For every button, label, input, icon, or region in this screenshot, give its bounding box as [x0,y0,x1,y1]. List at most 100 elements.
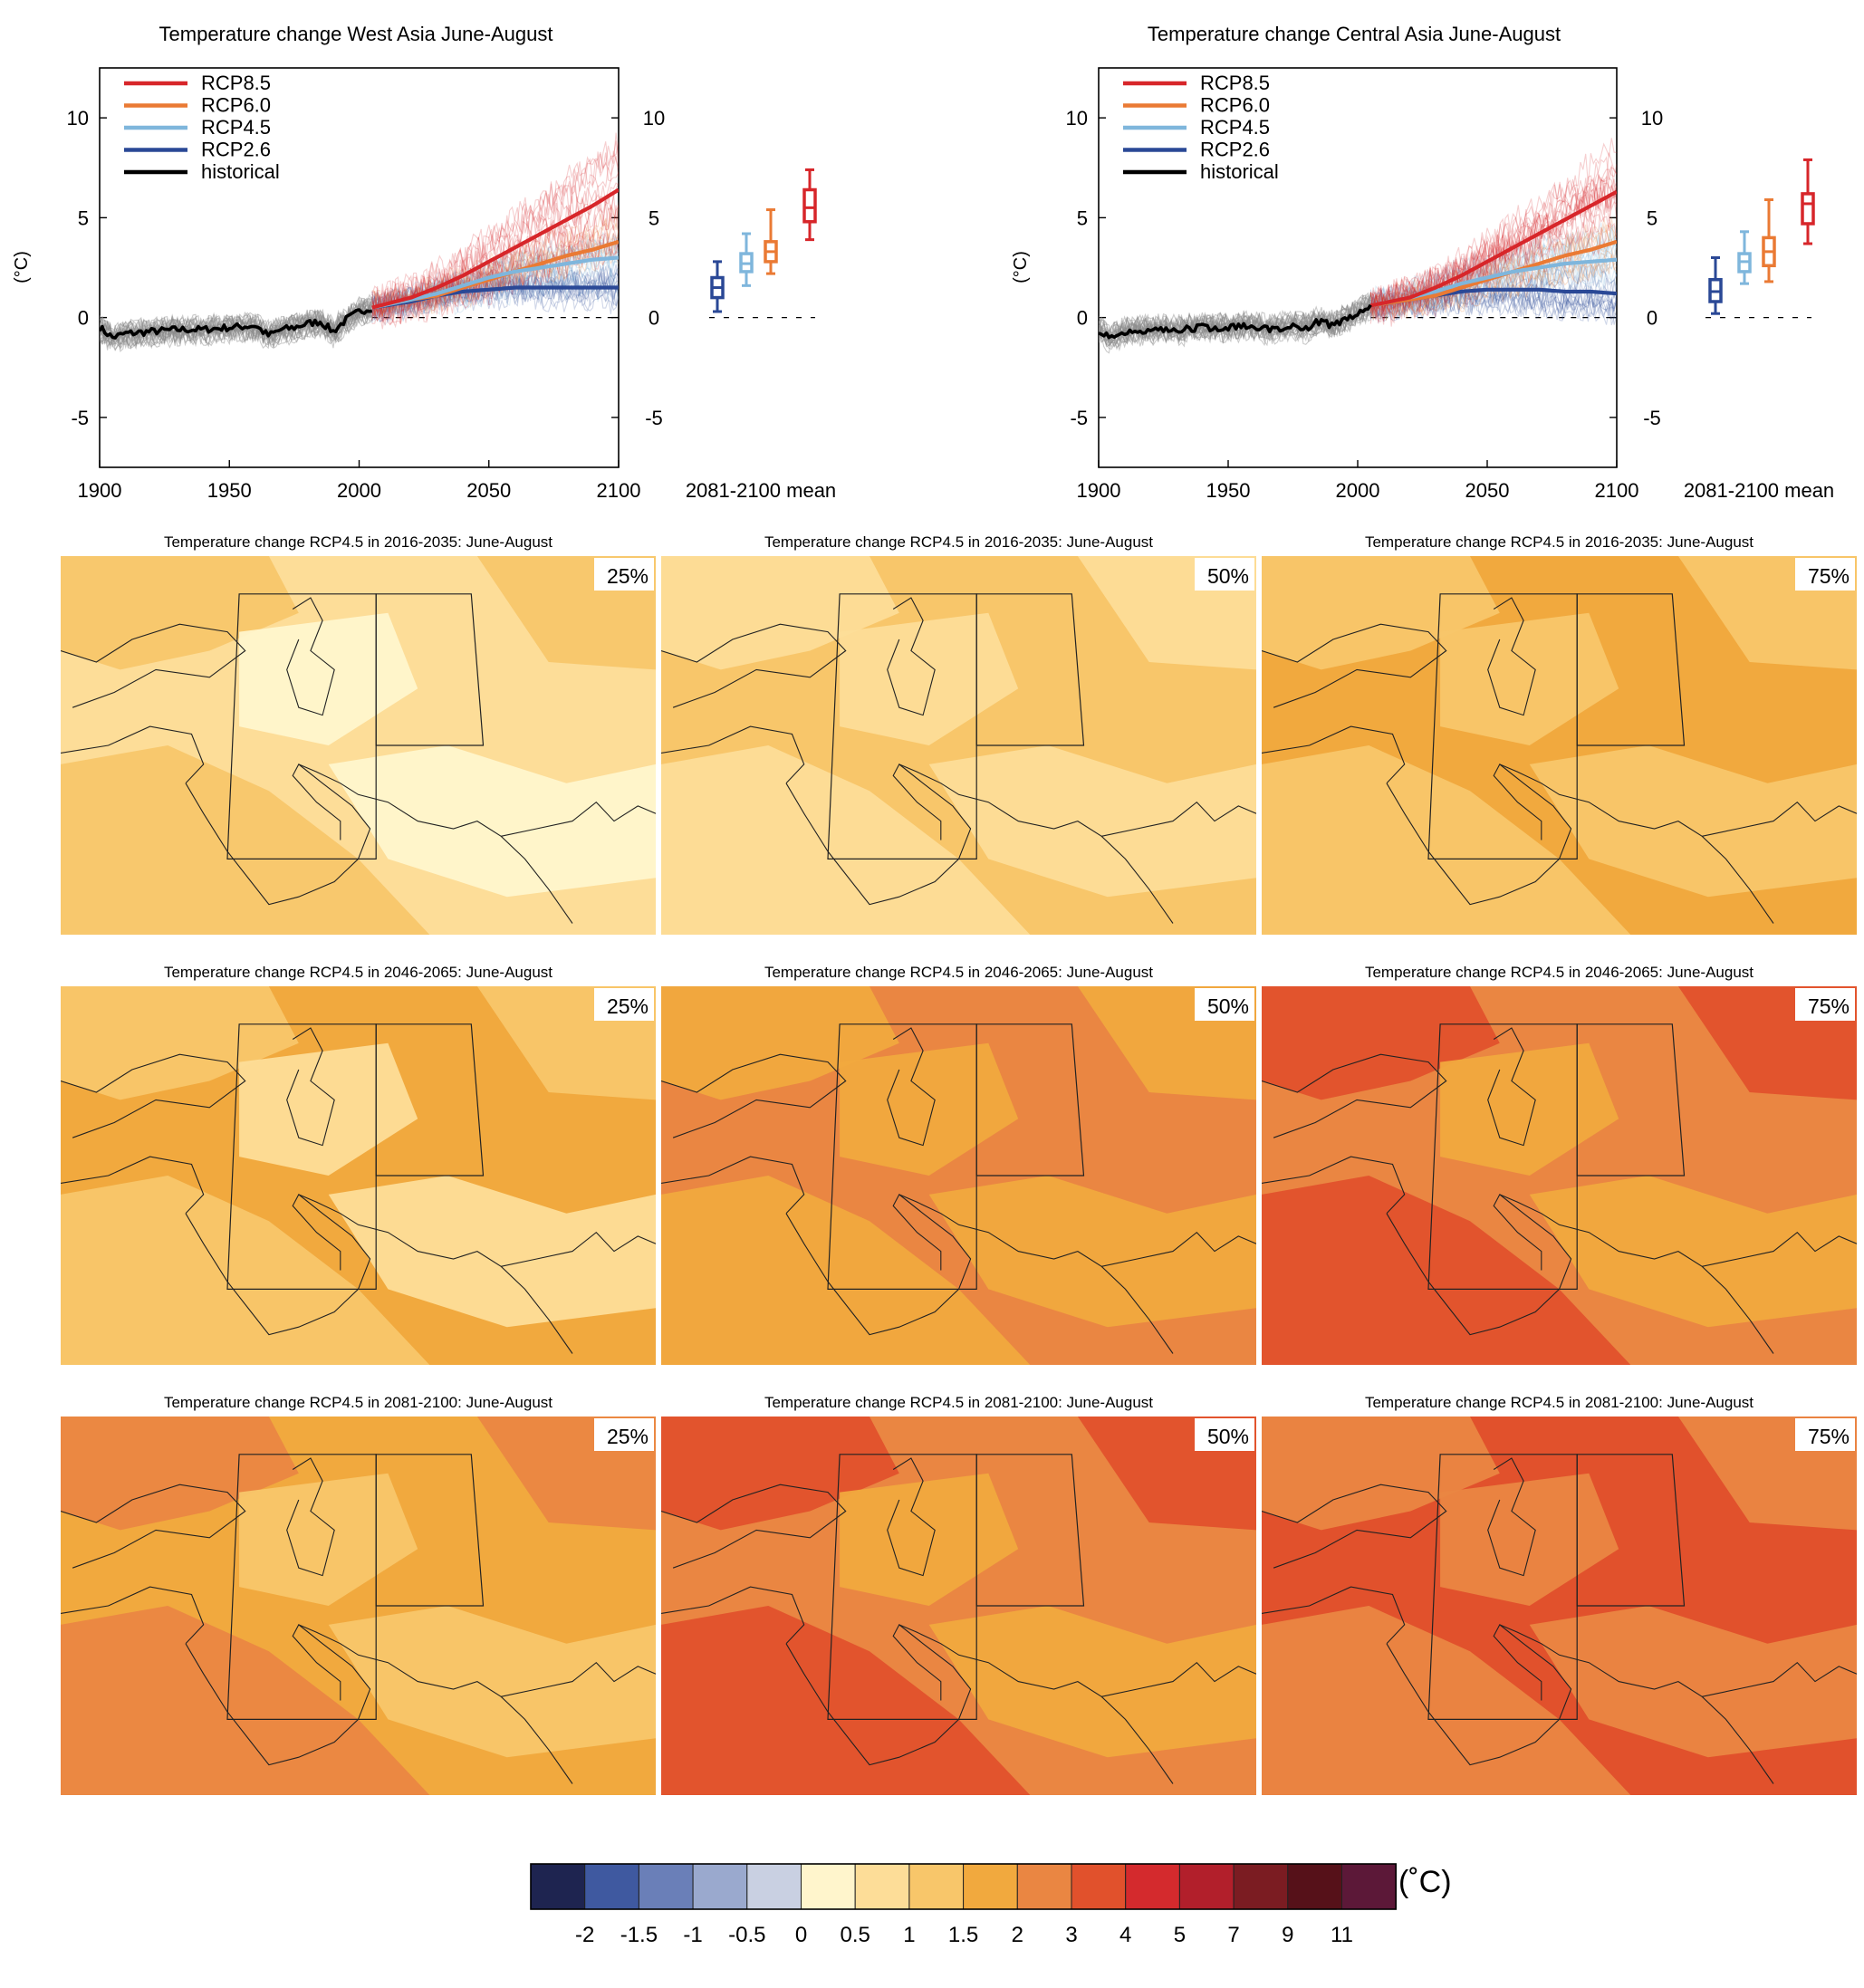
ensemble-member-line [100,308,373,347]
map-title-prefix: Temperature change RCP4.5 in 2046-2065: … [1365,964,1754,981]
west-asia-region-box [226,1454,377,1721]
map-field-patch [1529,1176,1857,1328]
x-tick-label: 1900 [78,479,122,502]
colorbar-swatch [746,1863,802,1910]
plot-area [100,132,619,353]
ensemble-member-line [371,132,619,316]
map-panel: Temperature change RCP4.5 in 2046-2065: … [61,964,656,1365]
map-field-patch [1262,986,1500,1100]
map-title-prefix: Temperature change RCP4.5 in 2016-2035: … [764,533,1153,551]
central-asia-region-box [1576,1454,1686,1607]
map-field-patch [928,1176,1256,1328]
y-tick-label-right: 5 [649,206,659,229]
ensemble-member-line [1369,254,1617,321]
map-field-patch [1529,1606,1857,1758]
coastline [898,1194,1174,1354]
colorbar-tick-label: -1 [683,1923,702,1947]
series-line-historical [1099,303,1372,340]
coastline [1262,725,1406,784]
y-tick-label: -5 [1070,407,1088,429]
coastline [887,597,936,716]
colorbar-tick-label: 5 [1174,1923,1186,1947]
y-tick-label-right: 10 [1641,107,1663,130]
colorbar-tick-label: 9 [1282,1923,1293,1947]
map-panel: Temperature change RCP4.5 in 2016-2035: … [661,533,1256,935]
central-asia-timeseries: Temperature change Central Asia June-Aug… [1011,23,1834,502]
ensemble-member-line [1099,303,1371,347]
map-panel: Temperature change RCP4.5 in 2081-2100: … [661,1394,1256,1795]
map-field-patch [1440,1042,1619,1176]
coastline [61,623,246,708]
coastline [1499,764,1774,924]
y-tick-label-right: -5 [1643,407,1661,429]
y-tick-label-right: 0 [1647,307,1657,330]
ensemble-member-line [1370,291,1617,326]
colorbar-tick-label: 0 [795,1923,807,1947]
coastline [1262,1156,1406,1215]
colorbar-tick-label: 0.5 [841,1923,870,1947]
colorbar-tick-label: 3 [1065,1923,1077,1947]
y-tick-label: 10 [1066,107,1088,130]
legend-label: RCP2.6 [1200,139,1270,161]
ensemble-member-line [1369,266,1617,321]
central-asia-region-box [1576,593,1686,746]
map-field-patch [1529,745,1857,898]
legend-label: RCP8.5 [201,72,271,94]
west-asia-region-box [827,1023,977,1291]
y-axis-label: (°C) [1011,251,1031,283]
legend-label: RCP2.6 [201,139,271,161]
colorbar-swatch [1125,1863,1180,1910]
map-field-patch [661,745,1031,935]
map-field-patch [1262,556,1500,670]
ensemble-member-line [100,305,373,351]
map-field-patch [1440,1473,1619,1606]
map-field-patch [1262,1606,1631,1795]
map-field [661,556,1256,935]
coastline [61,1053,246,1138]
colorbar-tick-label: 1 [903,1923,915,1947]
map-field [61,556,656,935]
map-panel: Temperature change RCP4.5 in 2046-2065: … [661,964,1256,1365]
colorbar-swatch [584,1863,639,1910]
map-field-patch [661,556,899,670]
ensemble-member-line [1369,237,1617,314]
ensemble-member-line [100,304,373,349]
ensemble-member-line [371,229,619,326]
coastline [1499,1194,1774,1354]
map-field-patch [840,1042,1019,1176]
legend-label: historical [1200,160,1279,183]
ensemble-member-line [1369,225,1617,311]
map-field-patch [61,1417,299,1531]
colorbar-tick-label: -1.5 [620,1923,658,1947]
coastline [501,1231,656,1267]
coastline [1386,1194,1572,1336]
map-field-patch [840,1473,1019,1606]
ensemble-member-line [1370,252,1617,322]
coastline [1101,1661,1256,1697]
colorbar-swatch [692,1863,748,1910]
coastline [185,764,371,906]
coastline [1262,1484,1447,1569]
map-field [661,1417,1256,1795]
map-field-patch [328,1176,656,1328]
colorbar-tick-label: 11 [1331,1923,1353,1947]
y-tick-label: 10 [67,107,89,130]
coastline [887,1457,936,1577]
colorbar-swatch [1016,1863,1072,1910]
percentile-label-bg [1195,988,1254,1021]
colorbar-swatch [638,1863,694,1910]
map-field-patch [1262,1176,1631,1365]
ensemble-member-line [1370,285,1617,318]
colorbar-frame [530,1863,1398,1910]
map-field-patch [928,1606,1256,1758]
x-tick-label: 2100 [597,479,641,502]
map-field-patch [328,745,656,898]
map-panel: Temperature change RCP4.5 in 2081-2100: … [61,1394,656,1795]
series-line-rcp85 [1369,189,1617,308]
ensemble-member-line [100,295,373,341]
coastline [1101,801,1256,837]
y-tick-label-right: -5 [645,407,663,429]
ensemble-member-line [371,156,619,319]
